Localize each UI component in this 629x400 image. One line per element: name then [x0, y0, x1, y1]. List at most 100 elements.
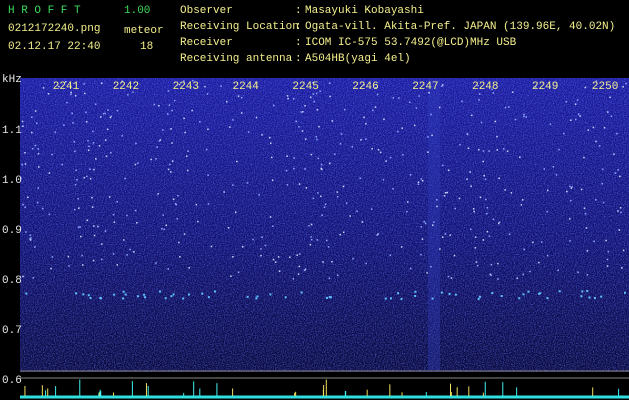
speckle — [24, 151, 26, 154]
speckle — [609, 96, 611, 99]
speckle — [162, 214, 164, 216]
echo — [143, 296, 146, 299]
speckle — [285, 169, 288, 172]
speckle — [400, 246, 403, 248]
echo — [527, 290, 530, 293]
info-value: Ogata-vill. Akita-Pref. JAPAN (139.96E, … — [305, 21, 615, 33]
speckle — [579, 115, 581, 117]
speckle — [532, 241, 534, 244]
echo — [518, 297, 521, 300]
speckle — [504, 189, 507, 191]
echo — [82, 293, 85, 296]
echo — [588, 296, 591, 299]
speckle — [504, 106, 507, 109]
speckle — [458, 197, 461, 200]
speckle — [584, 86, 587, 89]
speckle — [232, 119, 234, 121]
speckle — [484, 178, 487, 181]
speckle — [102, 112, 105, 115]
speckle — [67, 255, 70, 258]
speckle — [68, 265, 70, 267]
speckle — [372, 109, 374, 112]
speckle — [298, 265, 301, 268]
speckle — [446, 191, 448, 194]
echo — [593, 297, 596, 300]
speckle — [320, 163, 323, 166]
speckle — [483, 174, 485, 177]
speckle — [467, 147, 470, 150]
speckle — [31, 116, 33, 119]
speckle — [310, 236, 312, 238]
speckle — [430, 113, 432, 116]
speckle — [170, 171, 172, 173]
speckle — [127, 94, 129, 96]
speckle — [315, 92, 318, 95]
speckle — [204, 85, 206, 88]
echo — [384, 297, 387, 300]
speckle — [360, 139, 362, 141]
speckle — [171, 142, 173, 144]
speckle — [328, 277, 331, 280]
speckle — [595, 199, 597, 201]
speckle — [492, 218, 495, 221]
speckle — [508, 233, 511, 236]
speckle — [430, 265, 432, 268]
speckle — [489, 273, 492, 276]
time-label: 2246 — [352, 81, 378, 93]
speckle — [382, 178, 385, 181]
speckle — [205, 148, 208, 151]
speckle — [304, 168, 306, 170]
speckle — [441, 84, 444, 86]
speckle — [173, 99, 176, 102]
speckle — [621, 267, 623, 269]
speckle — [586, 274, 589, 276]
speckle — [100, 243, 103, 245]
speckle — [295, 120, 297, 123]
echo — [500, 295, 503, 298]
speckle — [88, 145, 90, 148]
echo — [164, 297, 167, 300]
speckle — [519, 156, 521, 158]
speckle — [603, 127, 606, 129]
speckle — [485, 198, 487, 201]
speckle — [272, 225, 274, 227]
speckle — [261, 236, 263, 239]
speckle — [25, 231, 27, 233]
speckle — [30, 237, 32, 239]
speckle — [480, 121, 483, 124]
speckle — [441, 236, 444, 238]
speckle — [549, 123, 552, 125]
speckle — [66, 101, 68, 104]
speckle — [497, 222, 500, 225]
speckle — [475, 261, 478, 263]
speckle — [569, 240, 571, 242]
echo — [581, 290, 584, 293]
speckle — [498, 221, 501, 224]
speckle — [271, 179, 274, 182]
speckle — [327, 246, 330, 248]
speckle — [107, 109, 109, 111]
echo — [113, 293, 116, 296]
speckle — [158, 140, 161, 142]
speckle — [482, 239, 485, 241]
speckle — [616, 132, 618, 135]
speckle — [73, 208, 76, 211]
speckle — [229, 126, 231, 128]
speckle — [317, 157, 319, 160]
speckle — [342, 185, 345, 188]
echo — [538, 292, 541, 295]
speckle — [607, 250, 609, 253]
speckle — [83, 176, 86, 179]
speckle — [494, 120, 497, 123]
echo — [389, 297, 392, 300]
speckle — [92, 130, 94, 133]
speckle — [510, 192, 513, 194]
speckle — [176, 218, 179, 220]
speckle — [563, 132, 565, 135]
speckle — [134, 163, 137, 166]
speckle — [31, 147, 34, 150]
speckle — [574, 103, 577, 105]
speckle — [37, 148, 39, 150]
speckle — [310, 223, 313, 226]
